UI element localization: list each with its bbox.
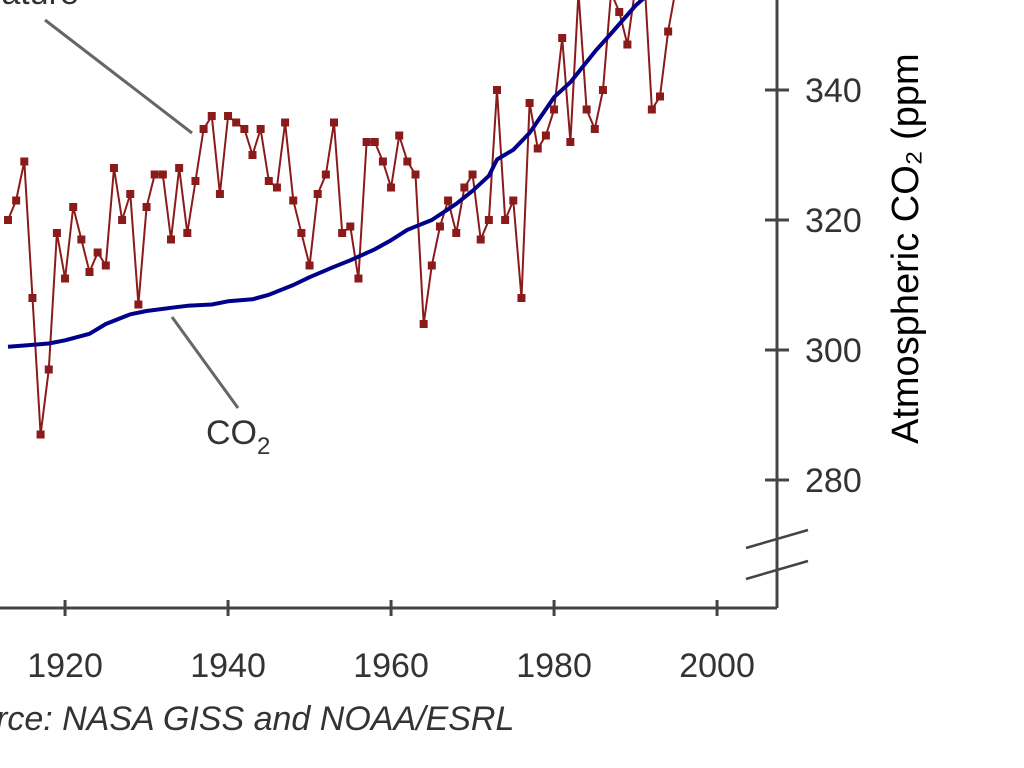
right-axis-title: Atmospheric CO₂ (ppm: [885, 53, 927, 444]
temperature-point: [427, 261, 436, 270]
temperature-point: [330, 118, 338, 127]
temperature-point: [403, 157, 412, 166]
temperature-point: [191, 177, 200, 185]
temperature-point: [256, 125, 265, 133]
temperature-point: [175, 164, 184, 172]
co2-leader-line: [170, 316, 240, 409]
temperature-point: [444, 196, 453, 205]
temperature-point: [419, 320, 428, 328]
y-tick-label: 280: [805, 462, 862, 500]
axis-break-mark: [745, 559, 809, 581]
temperature-point: [224, 112, 233, 120]
temperature-point: [476, 235, 485, 244]
y-tick-label: 320: [805, 202, 862, 240]
temperature-point: [354, 274, 363, 283]
temperature-point: [199, 125, 208, 133]
temperature-point: [387, 183, 396, 192]
temperature-point: [664, 27, 673, 36]
temperature-point: [69, 203, 78, 211]
temperature-point: [207, 112, 216, 120]
temperature-point: [240, 125, 249, 133]
temperature-point: [101, 261, 110, 270]
temperature-point: [525, 99, 534, 107]
temperature-leader-line: [44, 18, 193, 135]
temperature-point: [44, 365, 53, 374]
temperature-point: [28, 294, 37, 302]
temperature-point: [590, 125, 599, 133]
temperature-point: [598, 86, 607, 94]
temperature-point: [566, 138, 575, 146]
temperature-point: [395, 131, 404, 140]
co2-annotation-label: CO2: [206, 414, 270, 460]
temperature-point: [126, 190, 135, 198]
temperature-point: [362, 138, 371, 146]
y-tick-label: 300: [805, 332, 862, 370]
temperature-point: [248, 151, 257, 159]
temperature-point: [435, 222, 444, 231]
temperature-point: [411, 170, 420, 179]
temperature-point: [77, 235, 86, 244]
temperature-point: [501, 216, 510, 224]
temperature-point: [305, 261, 314, 270]
temperature-point: [118, 216, 127, 224]
temperature-point: [321, 170, 330, 179]
temperature-point: [550, 105, 559, 114]
temperature-point: [289, 196, 298, 205]
axis-break-mark: [745, 528, 809, 550]
temperature-point: [468, 170, 477, 179]
temperature-point: [264, 177, 273, 185]
temperature-point: [20, 157, 29, 166]
x-tick-label: 1960: [353, 647, 429, 685]
temperature-point: [452, 229, 461, 237]
temperature-point: [517, 294, 526, 302]
temperature-point: [109, 164, 118, 172]
temperature-point: [134, 300, 143, 309]
temperature-point: [272, 183, 281, 192]
x-tick-label: 1940: [190, 647, 266, 685]
x-tick-label: 1920: [27, 647, 103, 685]
temperature-point: [52, 229, 61, 237]
temperature-point: [460, 183, 469, 192]
temperature-point: [378, 157, 387, 166]
temperature-point: [142, 203, 151, 211]
temperature-point: [582, 105, 591, 114]
temperature-point: [338, 229, 347, 237]
temperature-point: [183, 229, 192, 237]
temperature-series-line: [7, 0, 675, 435]
temperature-point: [215, 190, 224, 198]
temperature-point: [85, 268, 94, 276]
co2-series-line: [7, 0, 645, 349]
temperature-point: [61, 274, 70, 283]
temperature-point: [541, 131, 550, 140]
temperature-point: [615, 8, 624, 16]
x-tick-label: 1980: [516, 647, 592, 685]
temperature-point: [281, 118, 290, 127]
temperature-point: [232, 118, 241, 127]
temperature-annotation-label: rature: [0, 0, 79, 12]
temperature-point: [493, 86, 501, 94]
temperature-point: [533, 144, 542, 153]
temperature-point: [12, 196, 21, 205]
temperature-point: [623, 40, 632, 49]
temperature-point: [313, 190, 322, 198]
temperature-point: [297, 229, 306, 237]
temperature-point: [93, 248, 102, 257]
temperature-point: [346, 222, 355, 231]
temperature-point: [484, 216, 493, 224]
temperature-point: [647, 105, 656, 114]
temperature-point: [509, 196, 518, 205]
temperature-point: [36, 430, 45, 439]
temperature-point: [656, 92, 664, 101]
temperature-point: [150, 170, 159, 179]
source-note: rce: NASA GISS and NOAA/ESRL: [0, 700, 515, 738]
temperature-point: [158, 170, 167, 179]
y-tick-label: 340: [805, 72, 862, 110]
temperature-point: [167, 235, 175, 244]
temperature-point: [370, 138, 379, 146]
temperature-point: [4, 216, 12, 224]
temperature-point: [558, 34, 567, 42]
x-tick-label: 2000: [679, 647, 755, 685]
